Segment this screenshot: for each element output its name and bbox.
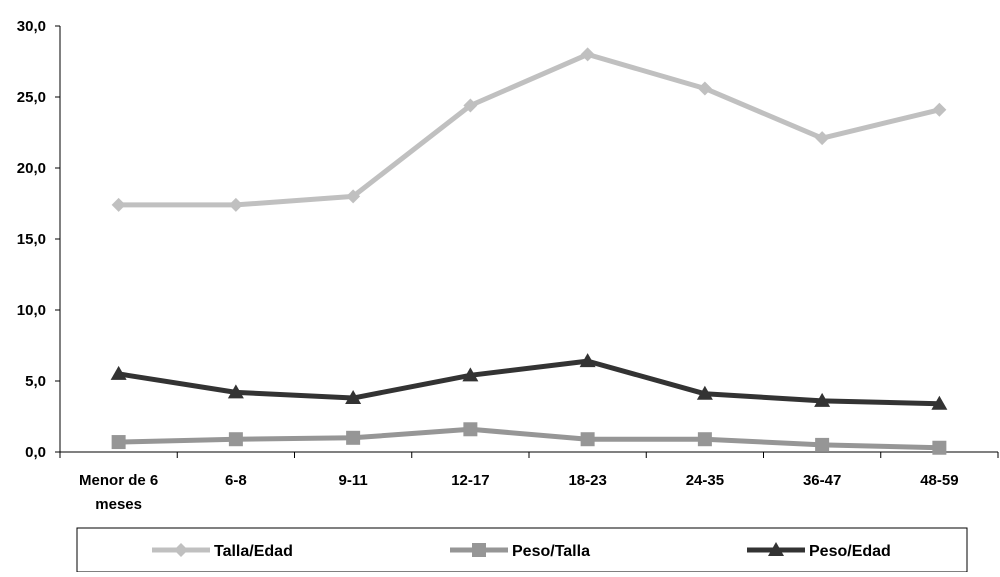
data-point-peso-edad: [227, 384, 244, 399]
x-tick-label-line: meses: [95, 496, 142, 513]
x-tick-label-36-47: 36-47: [803, 472, 841, 489]
series-talla-edad: [111, 47, 947, 212]
data-point-peso-talla: [463, 422, 478, 437]
x-tick-label-line: 18-23: [568, 472, 606, 489]
y-tick-label: 15,0: [17, 231, 46, 248]
x-tick-label-6-8: 6-8: [225, 472, 247, 489]
legend-marker-peso-edad: [768, 542, 784, 556]
data-point-talla-edad: [346, 189, 361, 204]
x-tick-label-48-59: 48-59: [920, 472, 958, 489]
series-line-peso-edad: [116, 358, 942, 407]
y-tick-label: 30,0: [17, 18, 46, 35]
series-peso-talla: [111, 422, 947, 455]
series-peso-edad: [110, 353, 948, 410]
data-point-peso-edad: [110, 365, 127, 380]
legend-box: [76, 527, 968, 573]
x-tick-label-menor-de-6-meses: Menor de 6 meses: [79, 472, 158, 513]
y-tick-label: 20,0: [17, 160, 46, 177]
y-tick-label: 25,0: [17, 89, 46, 106]
data-point-peso-talla: [815, 437, 830, 452]
data-point-peso-edad: [931, 395, 948, 410]
y-tick-label: 5,0: [25, 373, 46, 390]
data-point-talla-edad: [463, 98, 478, 113]
x-tick-label-9-11: 9-11: [339, 472, 368, 489]
data-point-talla-edad: [815, 131, 830, 146]
data-point-peso-edad: [696, 385, 713, 400]
data-point-peso-edad: [345, 390, 362, 405]
data-point-talla-edad: [932, 102, 947, 117]
x-tick-label-12-17: 12-17: [451, 472, 489, 489]
data-point-talla-edad: [111, 197, 126, 212]
data-point-talla-edad: [697, 81, 712, 96]
legend-label-talla-edad: Talla/Edad: [214, 543, 293, 560]
x-tick-label-line: 48-59: [920, 472, 958, 489]
y-tick-label: 0,0: [25, 444, 46, 461]
x-tick-label-line: 12-17: [451, 472, 489, 489]
data-point-peso-edad: [814, 392, 831, 407]
legend-label-peso-edad: Peso/Edad: [809, 543, 891, 560]
data-point-peso-edad: [462, 367, 479, 382]
data-point-peso-talla: [228, 432, 243, 447]
data-point-peso-talla: [580, 432, 595, 447]
x-tick-label-line: 6-8: [225, 472, 247, 489]
series-line-talla-edad: [116, 51, 942, 208]
series-line-peso-talla: [116, 426, 942, 451]
data-point-peso-talla: [346, 430, 361, 445]
data-point-talla-edad: [228, 197, 243, 212]
data-point-peso-talla: [111, 435, 126, 450]
x-tick-label-18-23: 18-23: [568, 472, 606, 489]
x-tick-label-line: Menor de 6: [79, 472, 158, 489]
data-point-talla-edad: [580, 47, 595, 62]
legend-marker-talla-edad: [174, 543, 188, 557]
x-tick-label-24-35: 24-35: [686, 472, 724, 489]
data-point-peso-talla: [697, 432, 712, 447]
legend-label-peso-talla: Peso/Talla: [512, 543, 590, 560]
x-tick-label-line: 24-35: [686, 472, 724, 489]
y-tick-label: 10,0: [17, 302, 46, 319]
x-tick-label-line: 9-11: [339, 472, 368, 489]
data-point-peso-edad: [579, 353, 596, 368]
data-point-peso-talla: [932, 440, 947, 455]
legend-marker-peso-talla: [472, 543, 486, 557]
x-tick-label-line: 36-47: [803, 472, 841, 489]
